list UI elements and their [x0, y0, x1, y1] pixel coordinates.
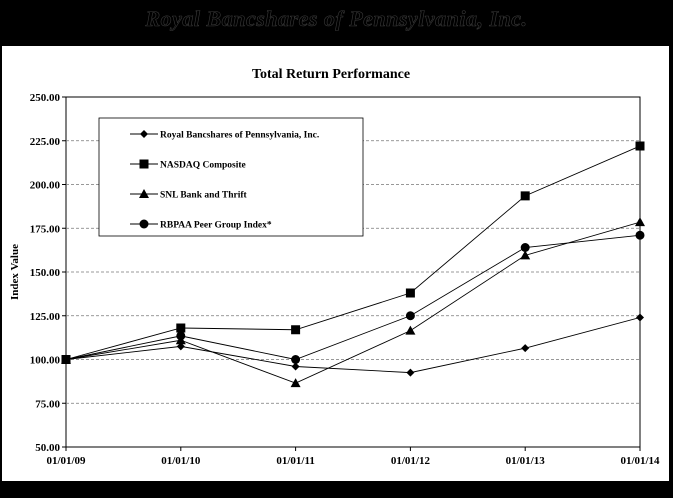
x-tick-label: 01/01/09	[46, 455, 86, 467]
legend: Royal Bancshares of Pennsylvania, Inc. NA…	[98, 117, 364, 237]
data-point-square	[635, 141, 645, 151]
series-line	[65, 234, 641, 360]
data-point-circle	[176, 331, 186, 341]
data-point-triangle	[520, 250, 531, 260]
data-point-circle	[405, 311, 415, 321]
y-tick-label: 200.00	[30, 180, 61, 192]
y-tick-label: 125.00	[30, 311, 61, 323]
y-tick-label: 150.00	[30, 267, 61, 279]
y-tick-label: 250.00	[30, 92, 61, 104]
legend-marker-square	[139, 159, 149, 169]
data-point-circle	[291, 355, 301, 364]
legend-marker-diamond	[140, 130, 148, 138]
x-tick-label: 01/01/11	[276, 455, 315, 467]
y-tick-label: 100.00	[30, 355, 61, 367]
data-point-square	[176, 323, 186, 333]
legend-label: NASDAQ Composite	[160, 161, 246, 171]
x-tick-label: 01/01/13	[506, 455, 546, 467]
data-point-circle	[635, 230, 645, 240]
data-point-diamond	[406, 368, 415, 377]
data-point-circle	[61, 355, 71, 364]
data-point-square	[520, 191, 530, 201]
y-tick-label: 75.00	[35, 398, 60, 410]
data-point-square	[291, 325, 301, 335]
legend-box	[98, 117, 364, 237]
data-point-triangle	[405, 325, 416, 335]
y-axis-label: Index Value	[9, 244, 21, 300]
data-point-square	[405, 288, 415, 298]
banner-title: Royal Bancshares of Pennsylvania, Inc.	[145, 6, 528, 32]
series-line	[65, 317, 641, 374]
legend-marker-circle	[139, 219, 149, 229]
series-line	[65, 145, 641, 360]
data-point-diamond	[176, 342, 185, 351]
series-layer	[61, 141, 645, 388]
legend-label: Royal Bancshares of Pennsylvania, Inc.	[160, 131, 319, 141]
y-tick-label: 175.00	[30, 223, 61, 235]
chart-title: Total Return Performance	[252, 67, 410, 82]
y-tick-label: 225.00	[30, 136, 61, 148]
chart-container: Total Return Performance 50.00 75.00 100.0…	[2, 46, 669, 481]
data-point-triangle	[290, 378, 301, 388]
data-point-diamond	[521, 344, 530, 353]
x-tick-label: 01/01/12	[391, 455, 431, 467]
legend-label: RBPAA Peer Group Index*	[160, 221, 272, 231]
line-chart: Total Return Performance 50.00 75.00 100.0…	[9, 67, 660, 467]
legend-marker-triangle	[139, 189, 149, 198]
data-point-circle	[520, 243, 530, 252]
y-axis: 50.00 75.00 100.00 125.00 150.00 175.00 200.00…	[30, 92, 66, 454]
data-point-diamond	[291, 362, 300, 371]
y-tick-label: 50.00	[35, 442, 60, 454]
x-tick-label: 01/01/10	[161, 455, 201, 467]
data-point-triangle	[635, 217, 645, 227]
x-axis: 01/01/09 01/01/10 01/01/11 01/01/12 01/01/13…	[46, 447, 660, 467]
legend-label: SNL Bank and Thrift	[160, 191, 248, 201]
series-line	[65, 221, 641, 384]
x-tick-label: 01/01/14	[620, 455, 660, 467]
data-point-diamond	[636, 313, 644, 322]
